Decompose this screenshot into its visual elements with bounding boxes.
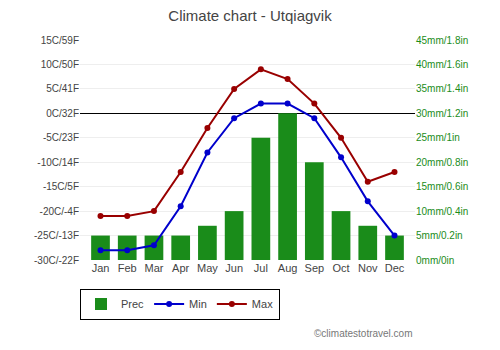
svg-text:25mm/1in: 25mm/1in [416, 132, 460, 143]
svg-text:Climate chart - Utqiagvik: Climate chart - Utqiagvik [168, 7, 332, 24]
svg-text:Feb: Feb [118, 262, 137, 274]
svg-text:35mm/1.4in: 35mm/1.4in [416, 83, 468, 94]
svg-text:Mar: Mar [144, 262, 163, 274]
svg-text:May: May [197, 262, 218, 274]
svg-text:15C/59F: 15C/59F [41, 35, 79, 46]
svg-text:Nov: Nov [358, 262, 378, 274]
svg-text:Jul: Jul [254, 262, 268, 274]
svg-text:Sep: Sep [305, 262, 325, 274]
svg-text:-5C/23F: -5C/23F [43, 132, 79, 143]
svg-text:20mm/0.8in: 20mm/0.8in [416, 157, 468, 168]
svg-text:30mm/1.2in: 30mm/1.2in [416, 108, 468, 119]
svg-text:Aug: Aug [278, 262, 298, 274]
svg-text:Oct: Oct [332, 262, 349, 274]
svg-text:5C/41F: 5C/41F [46, 83, 79, 94]
svg-text:Jun: Jun [225, 262, 243, 274]
svg-text:©climatestotravel.com: ©climatestotravel.com [314, 328, 413, 339]
svg-text:40mm/1.6in: 40mm/1.6in [416, 59, 468, 70]
svg-text:Jan: Jan [92, 262, 110, 274]
svg-text:0mm/0in: 0mm/0in [416, 255, 454, 266]
svg-text:-30C/-22F: -30C/-22F [34, 255, 79, 266]
svg-text:15mm/0.6in: 15mm/0.6in [416, 181, 468, 192]
svg-text:10mm/0.4in: 10mm/0.4in [416, 206, 468, 217]
svg-text:0C/32F: 0C/32F [46, 108, 79, 119]
svg-text:45mm/1.8in: 45mm/1.8in [416, 35, 468, 46]
svg-text:-20C/-4F: -20C/-4F [40, 206, 79, 217]
svg-text:Dec: Dec [385, 262, 405, 274]
svg-text:-15C/5F: -15C/5F [43, 181, 79, 192]
svg-text:Min: Min [189, 298, 207, 310]
svg-text:-10C/14F: -10C/14F [37, 157, 79, 168]
svg-text:Apr: Apr [172, 262, 189, 274]
svg-text:-25C/-13F: -25C/-13F [34, 230, 79, 241]
svg-text:Max: Max [252, 298, 273, 310]
svg-text:10C/50F: 10C/50F [41, 59, 79, 70]
svg-text:Prec: Prec [121, 298, 144, 310]
svg-text:5mm/0.2in: 5mm/0.2in [416, 230, 463, 241]
